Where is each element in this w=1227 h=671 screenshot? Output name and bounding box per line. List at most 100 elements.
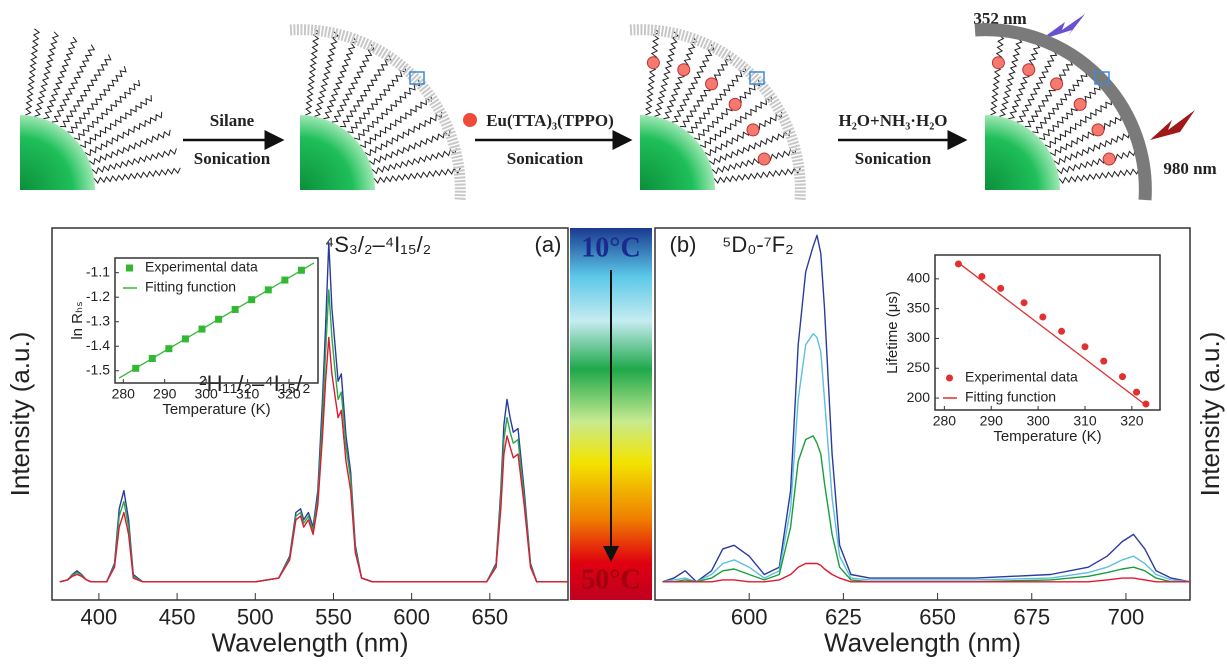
chain xyxy=(88,129,171,166)
y-tick-label: -1.3 xyxy=(86,312,110,328)
chain xyxy=(364,111,443,157)
y-axis-title: Intensity (a.u.) xyxy=(1195,332,1225,497)
eu-complex xyxy=(1091,123,1105,137)
spectrum xyxy=(59,289,568,583)
x-axis-title: Temperature (K) xyxy=(162,401,270,418)
chain xyxy=(711,148,797,175)
chain xyxy=(1058,167,1146,184)
silica-shell xyxy=(974,23,1152,201)
chain xyxy=(663,36,698,120)
colorbar-bottom: 50°C xyxy=(581,564,640,595)
chain xyxy=(305,28,321,116)
x-tick-label: 290 xyxy=(980,413,1004,429)
x-tick-label: 625 xyxy=(825,605,862,630)
legend-label: Experimental data xyxy=(965,369,1078,385)
chain xyxy=(91,148,177,175)
chain xyxy=(704,111,783,157)
zoom-box xyxy=(409,71,425,85)
data-point xyxy=(1142,400,1150,408)
wavelength-label: 352 nm xyxy=(973,9,1026,28)
chain xyxy=(25,28,41,116)
annotation: ⁵D₀-⁷F₂ xyxy=(722,232,793,257)
eu-complex xyxy=(991,56,1005,70)
x-tick-label: 700 xyxy=(1108,605,1145,630)
chain xyxy=(1053,129,1136,166)
chain xyxy=(1038,79,1106,141)
chain xyxy=(93,167,181,184)
spectrum xyxy=(662,234,1191,583)
spectrum xyxy=(59,336,568,583)
eu-complex xyxy=(728,97,742,111)
data-point xyxy=(1058,327,1066,335)
x-tick-label: 280 xyxy=(112,386,136,402)
x-tick-label: 650 xyxy=(919,605,956,630)
y-tick-label: 250 xyxy=(907,359,931,375)
spectrum xyxy=(662,435,1190,583)
x-tick-label: 300 xyxy=(194,386,218,402)
nanoparticle-core xyxy=(985,115,1060,190)
y-axis-title: Intensity (a.u.) xyxy=(5,332,35,497)
x-tick-label: 310 xyxy=(1073,413,1097,429)
data-point xyxy=(1081,343,1089,351)
chain xyxy=(713,167,801,184)
chain xyxy=(1024,54,1077,128)
panel-label: (a) xyxy=(535,232,562,257)
y-tick-label: -1.4 xyxy=(86,337,110,353)
x-tick-label: 400 xyxy=(81,605,118,630)
chain xyxy=(645,28,661,116)
chain xyxy=(708,129,791,166)
step-label: H₂O+NH₃·H₂O xyxy=(838,111,947,130)
chain xyxy=(34,31,60,117)
y-tick-label: -1.5 xyxy=(86,361,110,377)
chain xyxy=(79,95,152,149)
wavelength-label: 980 nm xyxy=(1163,159,1216,178)
data-point xyxy=(1119,373,1126,381)
uv-bolt xyxy=(1040,14,1085,40)
eu-complex xyxy=(757,152,771,166)
eu-complex xyxy=(1102,152,1116,166)
data-point xyxy=(954,260,962,268)
eu-complex xyxy=(746,123,760,137)
data-point xyxy=(1020,299,1028,307)
chain xyxy=(359,95,432,149)
chain xyxy=(1008,36,1043,120)
plot-frame xyxy=(654,227,1191,601)
x-tick-label: 600 xyxy=(393,605,430,630)
legend-label: Fitting function xyxy=(965,389,1056,405)
panel-label: (b) xyxy=(670,232,697,257)
chain xyxy=(353,79,421,141)
y-axis-title: Lifetime (μs) xyxy=(884,291,901,374)
chain xyxy=(67,66,127,134)
y-tick-label: 200 xyxy=(907,389,931,405)
legend-marker xyxy=(126,264,133,272)
data-point xyxy=(1100,357,1108,365)
chain xyxy=(373,167,461,184)
y-tick-label: 350 xyxy=(907,299,931,315)
chain xyxy=(59,54,112,128)
zoom-box xyxy=(749,71,765,85)
plot-frame xyxy=(51,227,569,601)
chain xyxy=(693,79,761,141)
x-axis-title: Temperature (K) xyxy=(993,428,1101,445)
annotation: ⁴S₃/₂–⁴I₁₅/₂ xyxy=(325,232,431,257)
chain xyxy=(1016,44,1061,123)
legend-label: Experimental data xyxy=(145,259,258,275)
x-tick-label: 280 xyxy=(933,413,957,429)
chain xyxy=(699,95,772,149)
eu-complex xyxy=(1022,63,1036,77)
step-label: Silane xyxy=(210,111,255,130)
step-method: Sonication xyxy=(194,149,271,168)
chain xyxy=(73,79,141,141)
nanoparticle-core xyxy=(20,115,95,190)
plot-frame xyxy=(934,254,1161,411)
y-tick-label: 300 xyxy=(907,329,931,345)
x-tick-label: 600 xyxy=(731,605,768,630)
eu-complex xyxy=(705,77,719,91)
chain xyxy=(1044,95,1117,149)
spectrum xyxy=(662,562,1190,583)
x-tick-label: 310 xyxy=(236,386,260,402)
colorbar-top: 10°C xyxy=(581,232,640,263)
eu-complex xyxy=(646,56,660,70)
chain xyxy=(371,148,457,175)
synthesis-scheme: Silane Sonication Eu(TTA)₃(TPPO) Sonicat… xyxy=(20,9,1217,201)
